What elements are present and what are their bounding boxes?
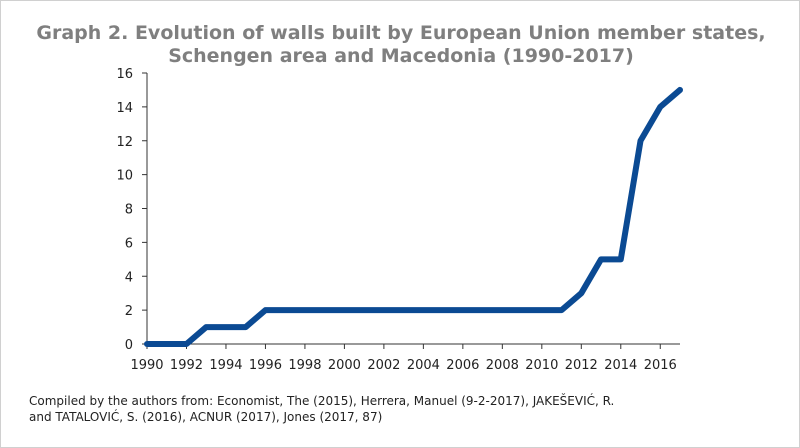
data-line [144,86,683,347]
chart-title: Schengen area and Macedonia (1990-2017) [168,45,634,67]
x-tick-label: 1992 [170,358,203,373]
y-tick-label: 2 [125,304,133,319]
x-tick-label: 1996 [249,358,282,373]
y-tick-label: 16 [116,67,133,82]
y-tick-label: 4 [125,270,133,285]
source-note: and TATALOVIĆ, S. (2016), ACNUR (2017), … [29,409,382,424]
chart-title: Graph 2. Evolution of walls built by Eur… [36,22,765,44]
x-tick-label: 2010 [525,358,558,373]
x-tick-label: 2012 [565,358,598,373]
x-tick-label: 1990 [130,358,163,373]
x-tick-label: 2006 [446,358,479,373]
y-tick-label: 6 [125,236,133,251]
y-tick-label: 0 [125,338,133,353]
y-tick-label: 10 [116,169,133,184]
x-tick-label: 1994 [209,358,242,373]
x-tick-label: 2008 [486,358,519,373]
x-tick-label: 2014 [604,358,637,373]
x-tick-label: 2000 [328,358,361,373]
y-tick-label: 14 [116,101,133,116]
x-tick-label: 2004 [407,358,440,373]
y-tick-label: 8 [125,203,133,218]
y-tick-label: 12 [116,135,133,150]
x-tick-label: 2016 [644,358,677,373]
x-tick-label: 2002 [367,358,400,373]
source-note: Compiled by the authors from: Economist,… [29,393,614,408]
x-tick-label: 1998 [288,358,321,373]
